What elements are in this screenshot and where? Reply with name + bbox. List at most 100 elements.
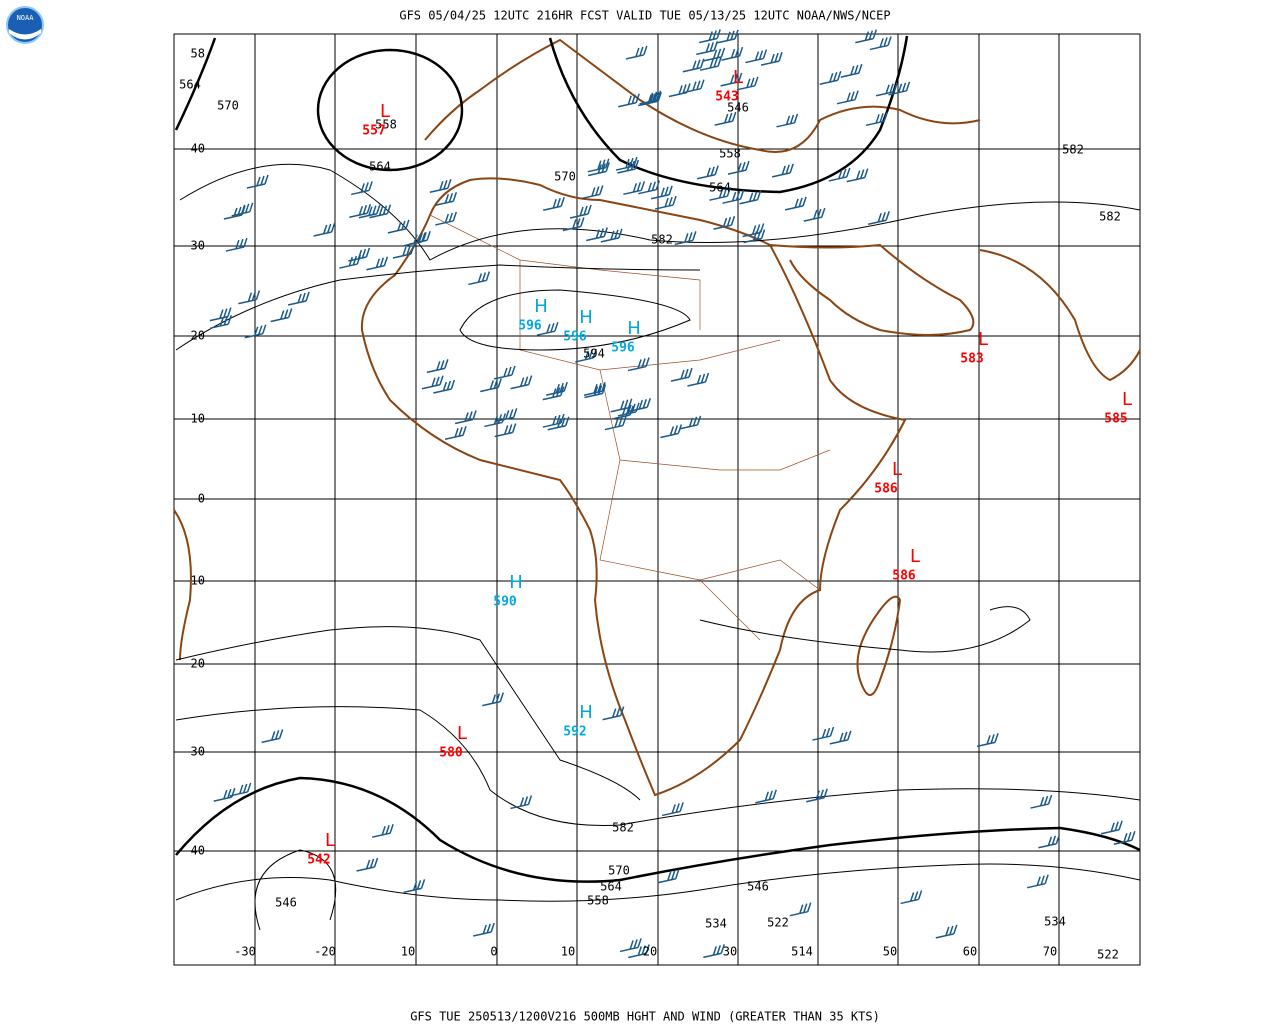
- contour-label: 546: [747, 880, 769, 894]
- wind-barb: [366, 256, 389, 271]
- wind-barb: [510, 375, 533, 390]
- wind-barb: [536, 321, 559, 336]
- center-letter: L: [733, 67, 743, 88]
- center-letter: L: [910, 546, 920, 567]
- wind-barb: [828, 167, 851, 182]
- lat-label: -20: [183, 657, 205, 671]
- lon-label: 10: [561, 945, 575, 959]
- wind-barb: [246, 174, 269, 189]
- logo-text: NOAA: [17, 14, 35, 22]
- wind-barb: [670, 367, 693, 382]
- map-footer: GFS TUE 250513/1200V216 500MB HGHT AND W…: [410, 1010, 880, 1024]
- contour-label: 558: [587, 894, 609, 908]
- wind-barb: [713, 215, 736, 230]
- coastlines: [173, 38, 1141, 797]
- lat-label: 58: [191, 47, 205, 61]
- contour-label: 594: [583, 347, 605, 361]
- wind-barb: [840, 63, 863, 78]
- contour-label: 570: [608, 864, 630, 878]
- center-value: 586: [892, 569, 916, 584]
- borders: [429, 214, 831, 641]
- wind-barb: [696, 165, 719, 180]
- wind-barb: [682, 79, 705, 94]
- lon-label: 60: [963, 945, 977, 959]
- wind-barb: [213, 787, 236, 802]
- wind-barb: [629, 397, 651, 412]
- contour-label: 514: [791, 945, 813, 959]
- wind-barb: [588, 162, 610, 177]
- lat-label: 10: [191, 412, 205, 426]
- wind-barb: [743, 229, 766, 244]
- wind-barb: [875, 82, 898, 97]
- contour-label: 534: [1044, 915, 1066, 929]
- wind-barb: [583, 382, 606, 397]
- wind-barb: [371, 823, 394, 838]
- contour-label: 564: [179, 78, 201, 92]
- lat-label: 20: [191, 329, 205, 343]
- contour-label: 582: [612, 821, 634, 835]
- wind-barb: [709, 186, 732, 201]
- wind-barb: [760, 51, 783, 66]
- wind-barb: [855, 29, 878, 44]
- lat-label: -40: [183, 844, 205, 858]
- america-coast: [173, 509, 192, 661]
- wind-barb: [661, 802, 684, 817]
- wind-barb: [468, 271, 491, 286]
- center-value: 596: [611, 341, 635, 356]
- contour-thick: [175, 776, 1141, 883]
- contour-label: 546: [275, 896, 297, 910]
- center-value: 580: [439, 746, 463, 761]
- wind-barb: [628, 944, 650, 959]
- wind-barb: [484, 413, 507, 428]
- wind-barb: [209, 307, 232, 322]
- wind-barb: [699, 29, 721, 44]
- contour-label: 558: [375, 118, 397, 132]
- center-letter: H: [579, 307, 593, 328]
- wind-barb: [803, 207, 826, 222]
- wind-barb: [657, 869, 680, 884]
- contour-label: 582: [1099, 210, 1121, 224]
- contour-label: 564: [369, 160, 391, 174]
- center-letter: L: [978, 329, 988, 350]
- wind-barb: [542, 413, 565, 428]
- wind-barb: [625, 45, 648, 60]
- wind-barb: [617, 159, 640, 174]
- wind-barb: [703, 47, 726, 62]
- wind-barb: [433, 379, 456, 394]
- wind-barb: [287, 291, 310, 306]
- center-value: 542: [307, 853, 330, 868]
- contour: [175, 264, 701, 351]
- wind-barb: [611, 405, 634, 420]
- lon-label: -30: [234, 945, 256, 959]
- center-letter: L: [457, 723, 467, 744]
- wind-barb: [739, 190, 762, 205]
- wind-barb: [403, 879, 426, 894]
- contour-label: 564: [600, 880, 622, 894]
- wind-barb: [745, 49, 768, 64]
- contour: [179, 163, 1141, 261]
- wind-barb: [210, 314, 232, 329]
- wind-barb: [869, 36, 892, 51]
- lon-label: 70: [1043, 945, 1057, 959]
- wind-barb: [270, 308, 293, 323]
- lat-label: -10: [183, 574, 205, 588]
- contour-label: 582: [1062, 143, 1084, 157]
- wind-barb: [480, 378, 502, 393]
- europe-coast: [424, 38, 981, 153]
- center-letter: L: [892, 459, 902, 480]
- lon-label: 50: [883, 945, 897, 959]
- wind-barb: [888, 81, 911, 96]
- wind-barb: [1038, 834, 1061, 849]
- wind-barb: [900, 890, 923, 905]
- wind-barb: [696, 41, 718, 56]
- wind-barb: [736, 76, 759, 91]
- wind-barb: [1100, 820, 1123, 835]
- wind-barb: [618, 93, 640, 108]
- center-value: 596: [518, 319, 542, 334]
- lon-label: 20: [643, 945, 657, 959]
- lat-label: 40: [191, 142, 205, 156]
- wind-barb: [812, 726, 835, 741]
- wind-barb: [640, 91, 662, 106]
- lon-label: 10: [401, 945, 415, 959]
